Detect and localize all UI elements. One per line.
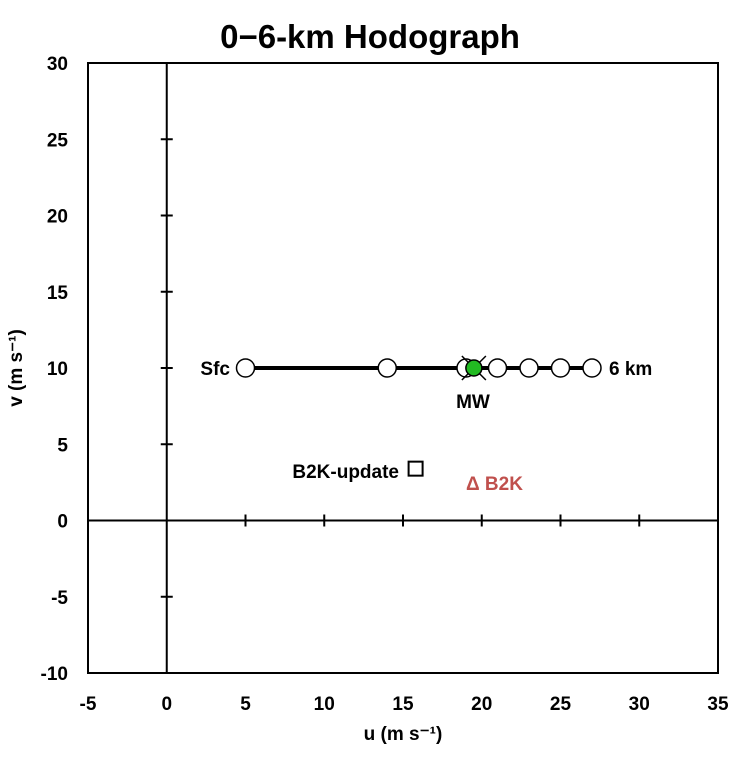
x-tick-label: 30 — [629, 694, 650, 715]
y-tick-label: -5 — [51, 588, 68, 609]
hodograph-point — [487, 358, 508, 378]
y-tick-label: 0 — [57, 512, 68, 533]
y-tick-label: 30 — [47, 54, 68, 75]
y-tick-label: 15 — [47, 283, 69, 304]
x-tick-label: 5 — [240, 694, 251, 715]
mw-circle — [465, 359, 483, 377]
b2k-update-annotation: B2K-update — [292, 462, 399, 483]
mw-annotation: MW — [456, 392, 490, 413]
y-axis-label: v (m s⁻¹) — [6, 329, 27, 407]
sfc-annotation: Sfc — [200, 359, 230, 380]
6km-annotation: 6 km — [609, 359, 652, 380]
chart-title: 0−6-km Hodograph — [220, 18, 520, 55]
x-tick-label: 25 — [550, 694, 572, 715]
hodograph-point — [235, 358, 256, 378]
hodograph-point — [377, 358, 397, 378]
x-tick-label: 10 — [314, 694, 335, 715]
plot-area-border — [87, 62, 719, 674]
x-tick-label: 15 — [392, 694, 414, 715]
hodograph-point — [582, 358, 602, 378]
hodograph-point — [519, 358, 539, 378]
b2k-annotation: Δ B2K — [466, 474, 523, 495]
hodograph-point — [550, 358, 571, 378]
b2k-update-marker — [407, 460, 424, 477]
x-tick-label: 20 — [471, 694, 492, 715]
x-axis-label: u (m s⁻¹) — [364, 724, 443, 745]
y-tick-label: 25 — [47, 130, 69, 151]
y-tick-label: -10 — [41, 664, 68, 685]
y-tick-label: 10 — [47, 359, 68, 380]
y-tick-label: 5 — [57, 435, 68, 456]
x-tick-label: 35 — [707, 694, 729, 715]
x-tick-label: 0 — [161, 694, 172, 715]
mw-marker — [461, 355, 487, 381]
y-tick-label: 20 — [47, 207, 68, 228]
x-tick-label: -5 — [80, 694, 97, 715]
